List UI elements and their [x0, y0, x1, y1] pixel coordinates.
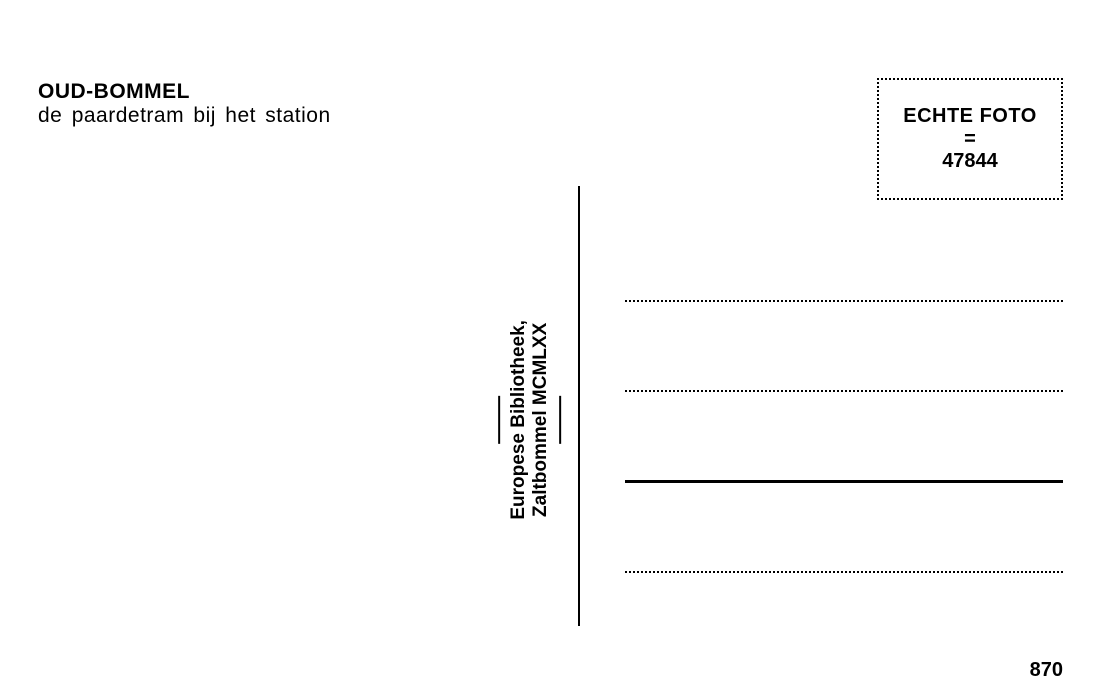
- address-lines: [625, 300, 1063, 661]
- publisher-text: Europese Bibliotheek, Zaltbommel MCMLXX: [508, 312, 552, 528]
- title-line-2: de paardetram bij het station: [38, 104, 331, 128]
- address-line: [625, 300, 1063, 302]
- address-line: [625, 571, 1063, 573]
- address-line: [625, 390, 1063, 392]
- center-divider: [578, 186, 580, 626]
- title-block: OUD-BOMMEL de paardetram bij het station: [38, 80, 331, 128]
- publisher-line-2: Zaltbommel MCMLXX: [530, 323, 551, 517]
- dash-icon: [498, 396, 500, 444]
- publisher-line-1: Europese Bibliotheek,: [508, 320, 529, 520]
- title-line-1: OUD-BOMMEL: [38, 80, 331, 104]
- stamp-label: ECHTE FOTO: [903, 105, 1037, 128]
- dash-icon: [560, 396, 562, 444]
- address-line: [625, 480, 1063, 483]
- stamp-equals: =: [964, 128, 976, 150]
- publisher-block: Europese Bibliotheek, Zaltbommel MCMLXX: [490, 290, 570, 550]
- stamp-number: 47844: [942, 150, 998, 173]
- page-number: 870: [1030, 659, 1063, 682]
- stamp-box: ECHTE FOTO = 47844: [877, 78, 1063, 200]
